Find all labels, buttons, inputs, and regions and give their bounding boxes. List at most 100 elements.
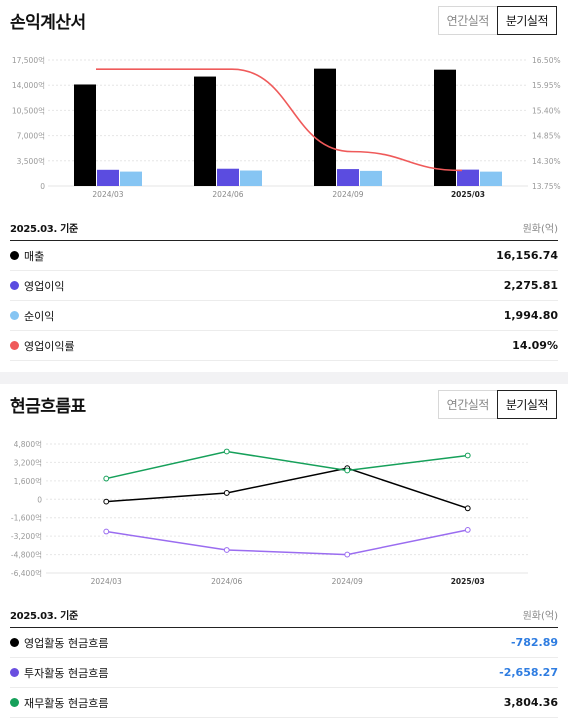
- cashflow-chart: -6,400억 -4,800억 -3,200억 -1,600억 0 1,600억 3,200…: [11, 440, 528, 586]
- y-tick-label: 17,500억: [12, 56, 45, 65]
- bar: [457, 169, 479, 186]
- series-point: [464, 505, 471, 512]
- y-tick-label: 0: [40, 182, 45, 191]
- x-tick-label: 2024/06: [212, 190, 243, 199]
- income-period-toggle: 연간실적 분기실적: [437, 6, 557, 35]
- series-point: [344, 467, 351, 474]
- series-point: [464, 452, 471, 459]
- y-tick-label: 3,500억: [17, 157, 45, 166]
- income-row-revenue: 매출 16,156.74: [10, 241, 558, 271]
- operating-margin-legend-dot: [10, 341, 19, 350]
- x-tick-label: 2024/03: [91, 577, 122, 586]
- net-income-label: 순이익: [24, 309, 55, 323]
- x-tick-label: 2024/09: [332, 577, 363, 586]
- operating-cf-value: -782.89: [510, 636, 558, 649]
- y-tick-label: 4,800억: [14, 440, 42, 449]
- y2-tick-label: 14.85%: [532, 132, 561, 141]
- income-row-operating-margin: 영업이익률 14.09%: [10, 331, 558, 361]
- y2-tick-label: 13.75%: [532, 182, 561, 191]
- financing-cf-label: 재무활동 현금흐름: [24, 696, 109, 710]
- series-point: [223, 547, 230, 553]
- income-statement-section: 손익계산서 연간실적 분기실적 0 3,500억 7,000억 10,500억 14,0…: [10, 6, 561, 361]
- income-quarterly-tab[interactable]: 분기실적: [496, 6, 557, 35]
- series-line: [106, 467, 468, 510]
- income-table: 2025.03. 기준 원화(억) 매출 16,156.74 영업이익 2,27…: [10, 215, 558, 361]
- cashflow-table: 2025.03. 기준 원화(억) 영업활동 현금흐름 -782.89 투자활동…: [10, 602, 558, 718]
- cashflow-row-operating: 영업활동 현금흐름 -782.89: [10, 628, 558, 658]
- series-point: [103, 498, 110, 505]
- income-annual-tab[interactable]: 연간실적: [437, 6, 498, 35]
- cashflow-table-header: 2025.03. 기준 원화(억): [10, 602, 558, 628]
- cashflow-annual-tab[interactable]: 연간실적: [437, 390, 498, 419]
- income-unit: 원화(억): [522, 224, 558, 235]
- operating-profit-legend-dot: [10, 281, 19, 290]
- y2-tick-label: 14.30%: [532, 157, 561, 166]
- net-income-legend-dot: [10, 311, 19, 320]
- operating-profit-label: 영업이익: [24, 279, 65, 293]
- investing-cf-legend-dot: [10, 668, 19, 677]
- income-table-header: 2025.03. 기준 원화(억): [10, 215, 558, 241]
- bar: [314, 68, 336, 186]
- bar: [360, 170, 382, 186]
- x-tick-label: 2025/03: [451, 577, 485, 586]
- section-divider: [0, 372, 568, 384]
- investing-cf-label: 투자활동 현금흐름: [24, 666, 109, 680]
- y-tick-label: -3,200억: [11, 532, 42, 541]
- revenue-legend-dot: [10, 251, 19, 260]
- series-line: [106, 450, 468, 480]
- operating-margin-value: 14.09%: [512, 339, 558, 352]
- revenue-value: 16,156.74: [496, 249, 558, 262]
- y-tick-label: -6,400억: [11, 569, 42, 578]
- series-point: [103, 528, 110, 535]
- y2-tick-label: 15.40%: [532, 106, 561, 115]
- series-point: [464, 527, 471, 533]
- y-tick-label: 14,000억: [12, 81, 45, 90]
- cashflow-basis-date: 2025.03. 기준: [10, 611, 78, 622]
- cashflow-title: 현금흐름표: [10, 397, 86, 417]
- bar: [480, 171, 502, 186]
- x-tick-label: 2025/03: [451, 190, 485, 199]
- series-point: [103, 475, 110, 482]
- operating-profit-value: 2,275.81: [503, 279, 558, 292]
- operating-cf-legend-dot: [10, 638, 19, 647]
- bar: [337, 169, 359, 186]
- financing-cf-legend-dot: [10, 698, 19, 707]
- operating-cf-label: 영업활동 현금흐름: [24, 636, 109, 650]
- bar: [97, 169, 119, 186]
- y-tick-label: 7,000억: [17, 132, 45, 141]
- y-tick-label: 0: [37, 495, 42, 504]
- income-row-operating-profit: 영업이익 2,275.81: [10, 271, 558, 301]
- series-point: [223, 490, 230, 496]
- y-tick-label: -4,800억: [11, 551, 42, 560]
- y-tick-label: 3,200억: [14, 458, 42, 467]
- cashflow-row-investing: 투자활동 현금흐름 -2,658.27: [10, 658, 558, 688]
- operating-margin-line: [95, 68, 463, 172]
- x-tick-label: 2024/09: [332, 190, 363, 199]
- operating-margin-label: 영업이익률: [24, 339, 75, 353]
- x-tick-label: 2024/03: [92, 190, 123, 199]
- income-row-net-income: 순이익 1,994.80: [10, 301, 558, 331]
- y-tick-label: -1,600억: [11, 514, 42, 523]
- bar: [217, 168, 239, 186]
- bar: [120, 171, 142, 186]
- cashflow-section: 현금흐름표 연간실적 분기실적 -6,400억 -4,800억 -3,200억 -1,…: [0, 384, 568, 720]
- financing-cf-value: 3,804.36: [503, 696, 558, 709]
- cashflow-unit: 원화(억): [522, 611, 558, 622]
- bar: [194, 76, 216, 186]
- income-statement-title: 손익계산서: [10, 13, 86, 33]
- cashflow-period-toggle: 연간실적 분기실적: [437, 390, 557, 419]
- y-tick-label: 1,600억: [14, 477, 42, 486]
- y-tick-label: 10,500억: [12, 106, 45, 115]
- series-point: [223, 448, 230, 455]
- income-chart: 0 3,500억 7,000억 10,500억 14,000억 17,500억 13.75%…: [12, 56, 561, 199]
- bar: [434, 69, 456, 186]
- cashflow-row-financing: 재무활동 현금흐름 3,804.36: [10, 688, 558, 718]
- y2-tick-label: 15.95%: [532, 81, 561, 90]
- x-tick-label: 2024/06: [211, 577, 242, 586]
- cashflow-quarterly-tab[interactable]: 분기실적: [496, 390, 557, 419]
- y2-tick-label: 16.50%: [532, 56, 561, 65]
- series-line: [106, 529, 468, 556]
- series-point: [344, 551, 351, 558]
- income-basis-date: 2025.03. 기준: [10, 224, 78, 235]
- revenue-label: 매출: [24, 249, 45, 263]
